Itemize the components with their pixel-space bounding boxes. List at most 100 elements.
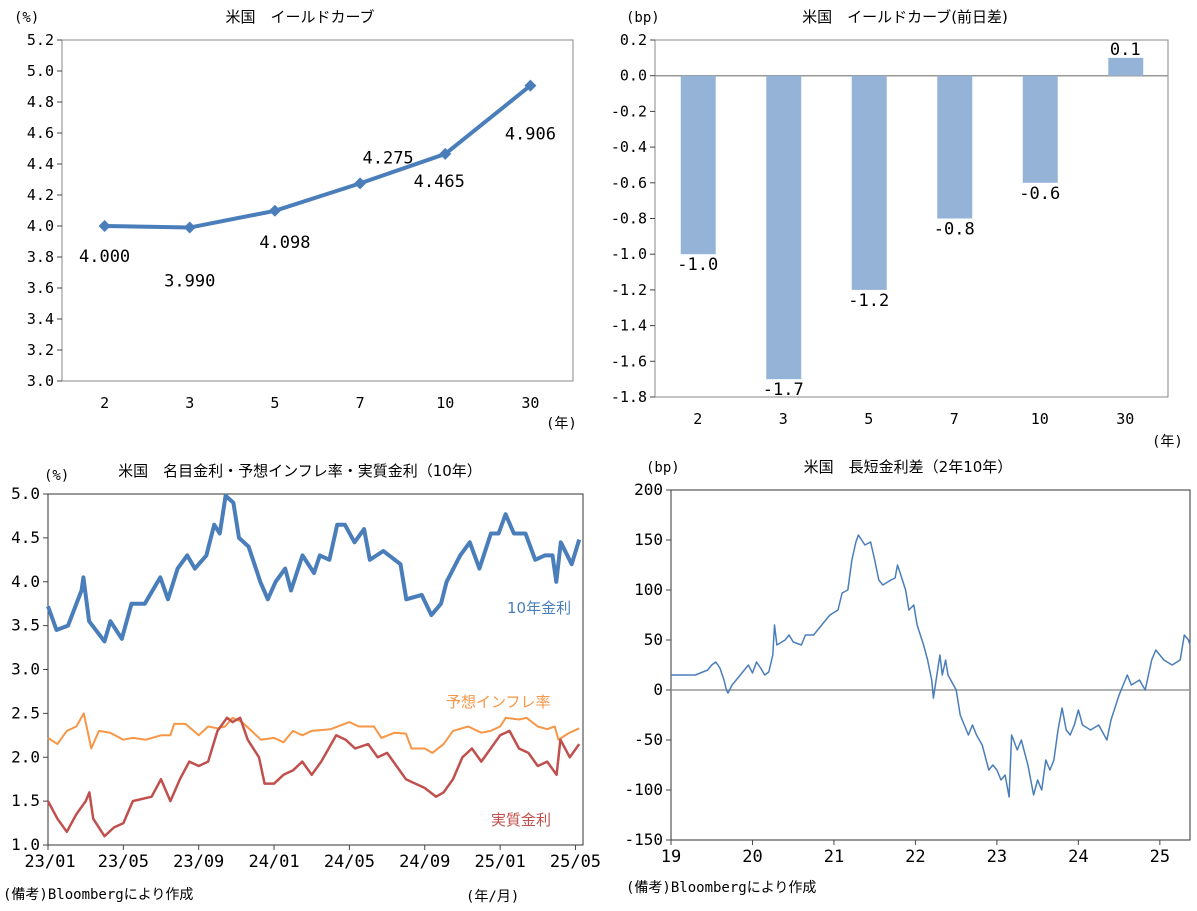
y-tick-label: 5.0 bbox=[27, 62, 54, 80]
real-rate-chart: 米国 名目金利・予想インフレ率・実質金利（10年） (%) (年/月) (備考)… bbox=[3, 462, 601, 905]
y-tick-label: 100 bbox=[634, 580, 663, 599]
x-tick-label: 23/05 bbox=[98, 852, 149, 872]
x-tick-label: 25/01 bbox=[475, 852, 526, 872]
y-tick-label: 4.0 bbox=[27, 217, 54, 235]
data-label: 4.275 bbox=[362, 148, 413, 168]
y-tick-label: -0.6 bbox=[611, 174, 647, 192]
data-label: 4.098 bbox=[259, 233, 310, 253]
x-tick-label: 25/05 bbox=[550, 852, 601, 872]
y-tick-label: 3.0 bbox=[11, 660, 40, 679]
x-tick-label: 30 bbox=[521, 394, 539, 412]
plot-area bbox=[654, 39, 1169, 398]
source-note: (備考)Bloombergにより作成 bbox=[626, 880, 816, 896]
x-tick-label: 20 bbox=[742, 847, 762, 867]
x-tick-label: 3 bbox=[779, 410, 788, 428]
bar bbox=[680, 75, 716, 255]
x-tick-label: 19 bbox=[661, 847, 681, 867]
y-tick-label: 4.6 bbox=[27, 124, 54, 142]
data-label: -1.2 bbox=[848, 291, 889, 311]
bar bbox=[1108, 57, 1144, 76]
chart-title: 米国 イールドカーブ bbox=[225, 8, 374, 26]
x-tick-label: 7 bbox=[356, 394, 365, 412]
series-line bbox=[104, 84, 532, 230]
data-point-marker bbox=[439, 147, 452, 160]
data-point-marker bbox=[524, 79, 537, 92]
data-label: 3.990 bbox=[164, 272, 215, 292]
chart-title: 米国 長短金利差（2年10年） bbox=[804, 458, 1013, 476]
y-tick-label: 2.5 bbox=[11, 703, 40, 722]
x-tick-label: 23 bbox=[987, 847, 1007, 867]
data-label: 4.000 bbox=[79, 247, 130, 267]
data-label: 4.906 bbox=[505, 125, 556, 145]
chart-title: 米国 イールドカーブ(前日差) bbox=[802, 8, 1008, 26]
y-tick-label: 5.0 bbox=[11, 484, 40, 503]
series-label-nominal: 10年金利 bbox=[507, 599, 571, 617]
y-tick-label: 0.2 bbox=[620, 31, 647, 49]
bar bbox=[937, 75, 973, 219]
series-line bbox=[46, 493, 582, 644]
data-label: 4.465 bbox=[414, 172, 465, 192]
y-tick-label: 0 bbox=[653, 680, 663, 699]
bar bbox=[1022, 75, 1058, 183]
y-tick-label: 200 bbox=[634, 480, 663, 499]
source-note: (備考)Bloombergにより作成 bbox=[3, 887, 193, 903]
x-tick-label: 5 bbox=[270, 394, 279, 412]
x-tick-label: 3 bbox=[185, 394, 194, 412]
y-unit-label: (bp) bbox=[646, 460, 680, 476]
y-tick-label: -1.2 bbox=[611, 281, 647, 299]
series-label-real: 実質金利 bbox=[491, 811, 551, 829]
y-tick-label: 4.2 bbox=[27, 186, 54, 204]
y-tick-label: 4.0 bbox=[11, 572, 40, 591]
series-line bbox=[671, 534, 1191, 798]
y-tick-label: -1.8 bbox=[611, 388, 647, 406]
x-tick-label: 2 bbox=[100, 394, 109, 412]
series-label-breakeven: 予想インフレ率 bbox=[446, 693, 551, 711]
x-tick-label: 10 bbox=[436, 394, 454, 412]
y-tick-label: 3.5 bbox=[11, 616, 40, 635]
series-line bbox=[46, 716, 581, 838]
y-tick-label: -100 bbox=[624, 780, 663, 799]
data-label: -0.8 bbox=[934, 220, 975, 240]
y-unit-label: (%) bbox=[14, 10, 39, 26]
bar bbox=[851, 75, 887, 290]
x-tick-label: 30 bbox=[1116, 410, 1134, 428]
x-tick-label: 24/09 bbox=[399, 852, 450, 872]
y-tick-label: -1.6 bbox=[611, 352, 647, 370]
x-tick-label: 22 bbox=[905, 847, 925, 867]
x-tick-label: 24/05 bbox=[324, 852, 375, 872]
y-tick-label: 1.0 bbox=[11, 835, 40, 854]
x-tick-label: 2 bbox=[693, 410, 702, 428]
data-label: -0.6 bbox=[1019, 184, 1060, 204]
x-unit-label: (年/月) bbox=[466, 889, 519, 905]
x-tick-label: 5 bbox=[864, 410, 873, 428]
y-tick-label: -150 bbox=[624, 830, 663, 849]
x-tick-label: 25 bbox=[1150, 847, 1170, 867]
y-tick-label: -0.2 bbox=[611, 102, 647, 120]
y-tick-label: 1.5 bbox=[11, 791, 40, 810]
y-tick-label: 3.0 bbox=[27, 372, 54, 390]
x-tick-label: 23/09 bbox=[173, 852, 224, 872]
data-label: -1.0 bbox=[677, 255, 718, 275]
y-tick-label: 0.0 bbox=[620, 67, 647, 85]
yield-change-chart: 米国 イールドカーブ(前日差) (bp) (年) -1.8 -1.6 -1.4 -1.… bbox=[611, 8, 1183, 450]
term-spread-chart: 米国 長短金利差（2年10年） (bp) (備考)Bloombergにより作成 … bbox=[624, 458, 1191, 896]
x-tick-label: 24 bbox=[1068, 847, 1088, 867]
x-tick-label: 21 bbox=[824, 847, 844, 867]
y-tick-label: 50 bbox=[644, 630, 663, 649]
data-point-marker bbox=[268, 204, 281, 217]
y-tick-label: -0.8 bbox=[611, 210, 647, 228]
y-tick-label: 3.8 bbox=[27, 248, 54, 266]
series-line bbox=[47, 712, 580, 754]
x-tick-label: 24/01 bbox=[248, 852, 299, 872]
x-unit-label: (年) bbox=[1152, 434, 1183, 450]
y-tick-label: 150 bbox=[634, 530, 663, 549]
y-tick-label: 4.4 bbox=[27, 155, 54, 173]
data-point-marker bbox=[354, 177, 367, 190]
y-tick-label: 4.5 bbox=[11, 528, 40, 547]
y-tick-label: 2.0 bbox=[11, 747, 40, 766]
y-tick-label: -1.0 bbox=[611, 245, 647, 263]
yield-curve-chart: 米国 イールドカーブ (%) (年) 3.0 3.2 3.4 3.6 3.8 4.0 4.2… bbox=[14, 8, 577, 432]
data-point-marker bbox=[98, 220, 111, 232]
plot-area bbox=[47, 493, 584, 846]
